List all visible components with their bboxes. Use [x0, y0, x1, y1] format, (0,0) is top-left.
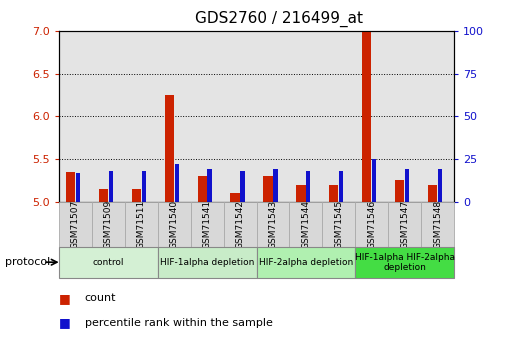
Bar	[99, 189, 108, 202]
Bar	[59, 202, 92, 247]
Bar	[92, 202, 125, 247]
Bar	[297, 185, 306, 202]
Bar	[421, 202, 454, 247]
Bar	[339, 171, 343, 202]
Text: HIF-2alpha depletion: HIF-2alpha depletion	[259, 258, 353, 267]
Bar	[256, 247, 355, 278]
Text: GSM71540: GSM71540	[170, 200, 179, 249]
Bar	[388, 202, 421, 247]
Bar	[428, 185, 437, 202]
Bar	[289, 202, 322, 247]
Text: GSM71542: GSM71542	[235, 200, 245, 249]
Bar	[405, 169, 409, 202]
Bar	[329, 185, 339, 202]
Bar	[438, 169, 442, 202]
Text: percentile rank within the sample: percentile rank within the sample	[85, 318, 272, 327]
Bar	[109, 171, 113, 202]
Text: GSM71511: GSM71511	[137, 200, 146, 249]
Bar	[142, 171, 146, 202]
Bar	[76, 173, 80, 202]
Bar	[241, 171, 245, 202]
Text: control: control	[93, 258, 124, 267]
Bar	[355, 247, 454, 278]
Text: GSM71548: GSM71548	[433, 200, 442, 249]
Text: GSM71545: GSM71545	[334, 200, 343, 249]
Bar	[191, 202, 224, 247]
Bar	[224, 202, 256, 247]
Bar	[158, 202, 191, 247]
Bar	[125, 202, 158, 247]
Bar	[362, 31, 371, 202]
Bar	[395, 180, 404, 202]
Bar	[165, 95, 174, 202]
Bar	[66, 172, 75, 202]
Bar	[306, 171, 310, 202]
Text: GSM71546: GSM71546	[367, 200, 376, 249]
Bar	[263, 176, 272, 202]
Text: GSM71543: GSM71543	[268, 200, 278, 249]
Text: GSM71541: GSM71541	[203, 200, 212, 249]
Bar	[355, 202, 388, 247]
Bar	[158, 247, 256, 278]
Bar	[230, 193, 240, 202]
Bar	[273, 169, 278, 202]
Bar	[174, 164, 179, 202]
Bar	[372, 159, 377, 202]
Bar	[198, 176, 207, 202]
Bar	[207, 169, 212, 202]
Bar	[132, 189, 141, 202]
Text: GSM71509: GSM71509	[104, 200, 113, 249]
Bar	[59, 247, 158, 278]
Text: GDS2760 / 216499_at: GDS2760 / 216499_at	[195, 10, 363, 27]
Text: GSM71547: GSM71547	[400, 200, 409, 249]
Text: count: count	[85, 294, 116, 303]
Bar	[322, 202, 355, 247]
Text: protocol: protocol	[5, 257, 50, 267]
Bar	[256, 202, 289, 247]
Text: ■: ■	[59, 316, 75, 329]
Text: GSM71507: GSM71507	[71, 200, 80, 249]
Text: GSM71544: GSM71544	[301, 200, 310, 249]
Text: HIF-1alpha depletion: HIF-1alpha depletion	[160, 258, 254, 267]
Text: HIF-1alpha HIF-2alpha
depletion: HIF-1alpha HIF-2alpha depletion	[354, 253, 455, 272]
Text: ■: ■	[59, 292, 75, 305]
